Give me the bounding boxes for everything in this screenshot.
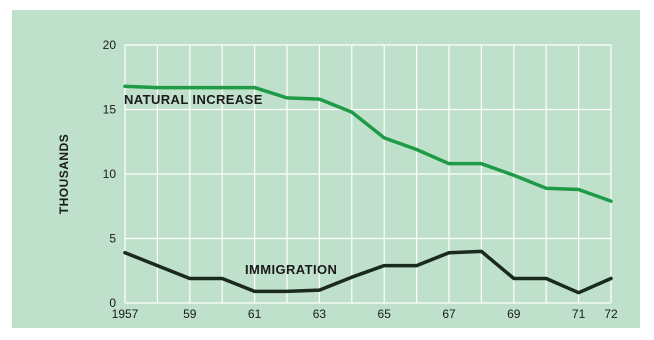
y-tick-label: 5 bbox=[109, 232, 116, 246]
series-label-immigration: IMMIGRATION bbox=[245, 262, 337, 277]
x-tick-label: 69 bbox=[507, 307, 521, 321]
y-tick-label: 20 bbox=[103, 38, 117, 52]
series-line-immigration bbox=[123, 249, 613, 295]
x-tick-label: 65 bbox=[378, 307, 392, 321]
y-tick-label: 15 bbox=[103, 103, 117, 117]
series-label-natural-increase: NATURAL INCREASE bbox=[124, 92, 263, 107]
x-tick-label: 67 bbox=[442, 307, 456, 321]
x-tick-label: 72 bbox=[604, 307, 618, 321]
x-tick-label: 71 bbox=[572, 307, 586, 321]
x-tick-label: 1957 bbox=[112, 307, 139, 321]
series-line-natural-increase bbox=[123, 84, 613, 203]
x-tick-label: 61 bbox=[248, 307, 262, 321]
chart-panel bbox=[12, 10, 640, 328]
tick-labels: 0 5 10 15 20 1957 59 61 63 65 67 69 71 72 bbox=[103, 38, 618, 321]
y-tick-label: 10 bbox=[103, 167, 117, 181]
x-tick-label: 63 bbox=[313, 307, 327, 321]
y-tick-label: 0 bbox=[109, 296, 116, 310]
x-tick-label: 59 bbox=[183, 307, 197, 321]
plot-lines bbox=[123, 84, 613, 295]
y-axis-label: THOUSANDS bbox=[57, 134, 71, 215]
